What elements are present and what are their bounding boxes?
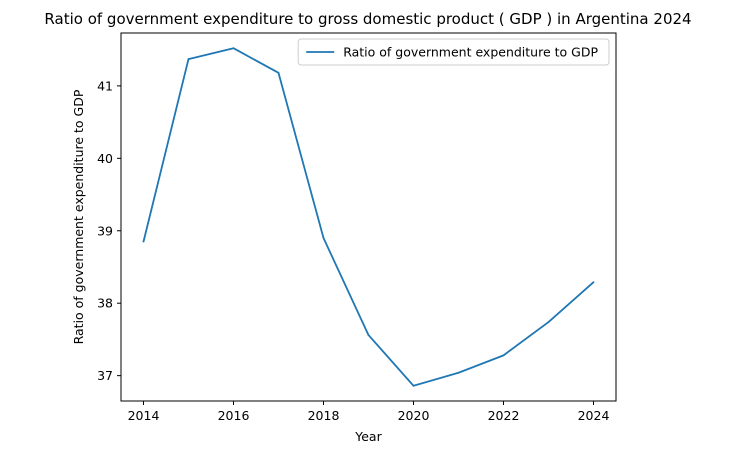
y-axis: 37 38 39 40 41 [97, 78, 121, 383]
data-point [322, 237, 325, 239]
x-axis: 2014 2016 2018 2020 2022 2024 [128, 401, 610, 423]
plot-frame [120, 32, 617, 402]
plot-area: 2014 2016 2018 2020 2022 2024 37 38 39 40 41 [97, 32, 617, 423]
legend-box [297, 38, 610, 66]
y-tick-label: 38 [97, 296, 113, 311]
y-tick-label: 37 [97, 368, 113, 383]
data-point [187, 58, 190, 60]
x-tick-label: 2018 [308, 408, 340, 423]
data-point [142, 240, 145, 243]
y-tick-label: 41 [97, 78, 113, 93]
legend-entry: Ratio of government expenditure to GDP [343, 45, 598, 60]
data-point [277, 71, 280, 74]
x-axis-label: Year [354, 429, 382, 444]
data-point [547, 321, 550, 323]
data-point [502, 354, 505, 357]
x-tick-label: 2020 [398, 408, 430, 423]
data-point [592, 281, 595, 284]
y-axis-label: Ratio of government expenditure to GDP [71, 89, 86, 344]
legend: Ratio of government expenditure to GDP [297, 38, 610, 66]
y-tick-label: 39 [97, 223, 113, 238]
data-point [412, 384, 415, 387]
chart-title: Ratio of government expenditure to gross… [44, 10, 691, 28]
x-tick-label: 2024 [578, 408, 610, 423]
series-layer [142, 47, 595, 387]
data-point [457, 371, 460, 374]
x-tick-label: 2022 [488, 408, 520, 423]
y-tick-label: 40 [97, 151, 113, 166]
x-tick-label: 2014 [128, 408, 160, 423]
x-tick-label: 2016 [218, 408, 250, 423]
data-point [367, 334, 370, 336]
data-point [232, 47, 235, 50]
